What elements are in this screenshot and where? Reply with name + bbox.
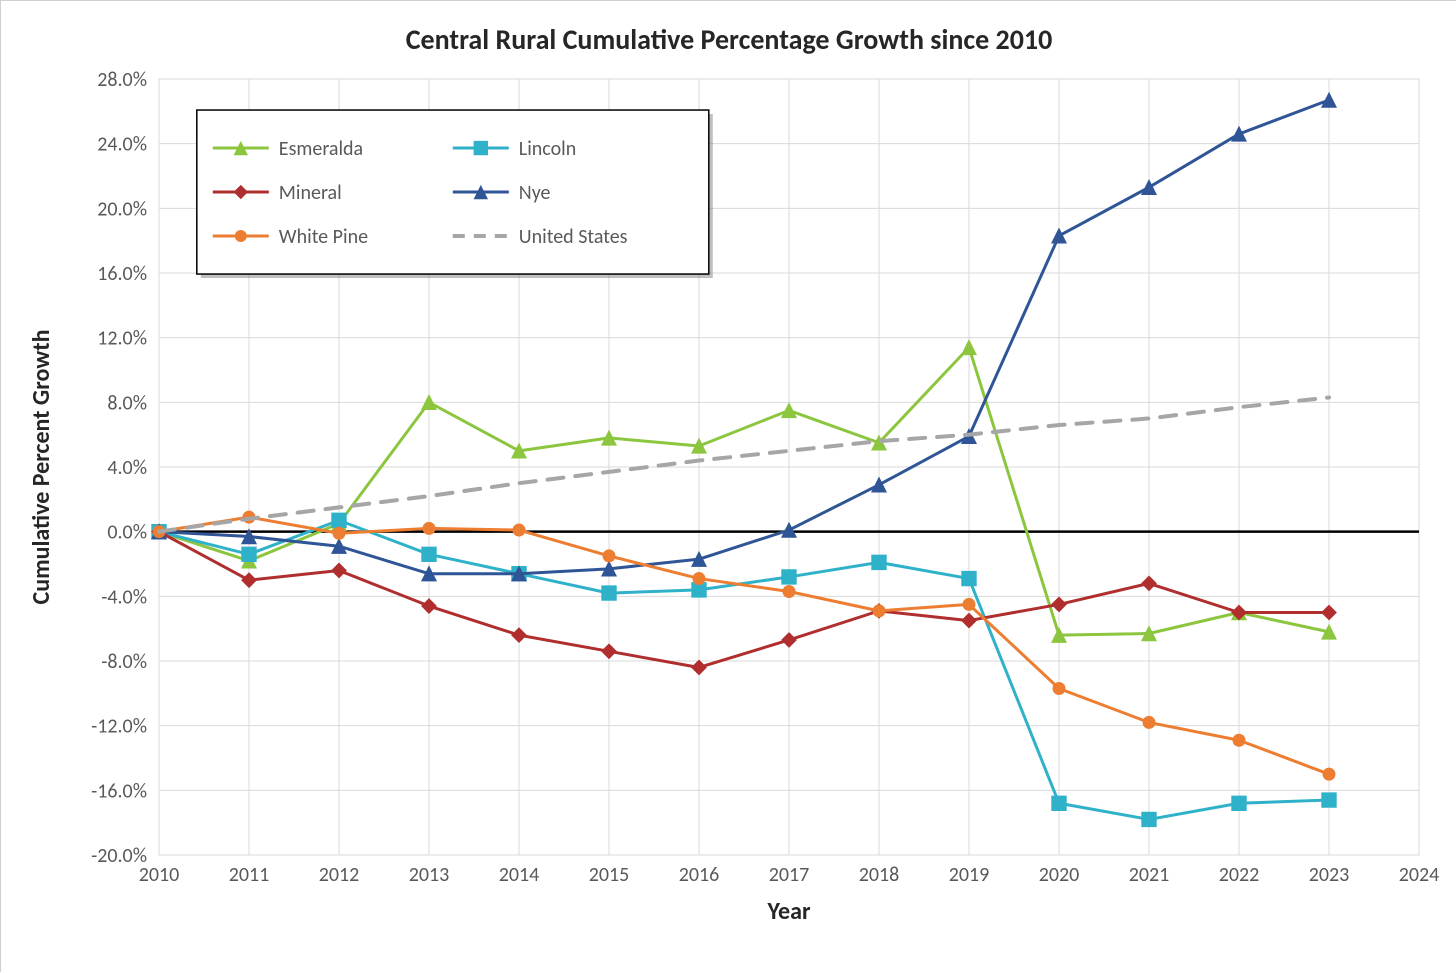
- x-tick-label: 2018: [859, 863, 900, 887]
- line-chart: 2010201120122013201420152016201720182019…: [1, 1, 1456, 973]
- chart-title: Central Rural Cumulative Percentage Grow…: [406, 22, 1053, 57]
- x-axis-title: Year: [766, 897, 810, 926]
- y-tick-label: -12.0%: [91, 715, 147, 739]
- x-tick-label: 2020: [1039, 863, 1080, 887]
- y-tick-label: 20.0%: [97, 197, 147, 221]
- y-tick-label: -4.0%: [101, 585, 147, 609]
- chart-container: 2010201120122013201420152016201720182019…: [0, 0, 1456, 972]
- legend-label: Nye: [519, 181, 551, 205]
- y-tick-label: 8.0%: [107, 391, 147, 415]
- x-tick-label: 2013: [409, 863, 450, 887]
- legend-label: Mineral: [279, 181, 342, 205]
- x-tick-label: 2024: [1399, 863, 1440, 887]
- y-tick-label: -16.0%: [91, 779, 147, 803]
- y-tick-label: -8.0%: [101, 650, 147, 674]
- x-tick-label: 2011: [229, 863, 270, 887]
- x-tick-label: 2017: [769, 863, 810, 887]
- x-tick-label: 2023: [1309, 863, 1350, 887]
- legend-label: Lincoln: [519, 137, 576, 161]
- y-tick-label: 12.0%: [97, 327, 147, 351]
- x-tick-label: 2012: [319, 863, 360, 887]
- y-tick-label: 0.0%: [107, 521, 147, 545]
- x-tick-label: 2014: [499, 863, 540, 887]
- x-tick-label: 2015: [589, 863, 630, 887]
- y-tick-label: 4.0%: [107, 456, 147, 480]
- legend-label: White Pine: [279, 225, 368, 249]
- legend: Esmeralda Lincoln Mineral Nye White Pine Unit…: [197, 110, 713, 278]
- y-tick-label: 28.0%: [97, 68, 147, 92]
- x-tick-label: 2022: [1219, 863, 1260, 887]
- y-tick-label: 24.0%: [97, 133, 147, 157]
- legend-label: United States: [519, 225, 628, 249]
- y-tick-label: 16.0%: [97, 262, 147, 286]
- x-tick-label: 2019: [949, 863, 990, 887]
- y-tick-label: -20.0%: [91, 844, 147, 868]
- legend-label: Esmeralda: [279, 137, 363, 161]
- x-tick-label: 2021: [1129, 863, 1170, 887]
- y-axis-title: Cumulative Percent Growth: [27, 330, 56, 605]
- x-tick-label: 2016: [679, 863, 720, 887]
